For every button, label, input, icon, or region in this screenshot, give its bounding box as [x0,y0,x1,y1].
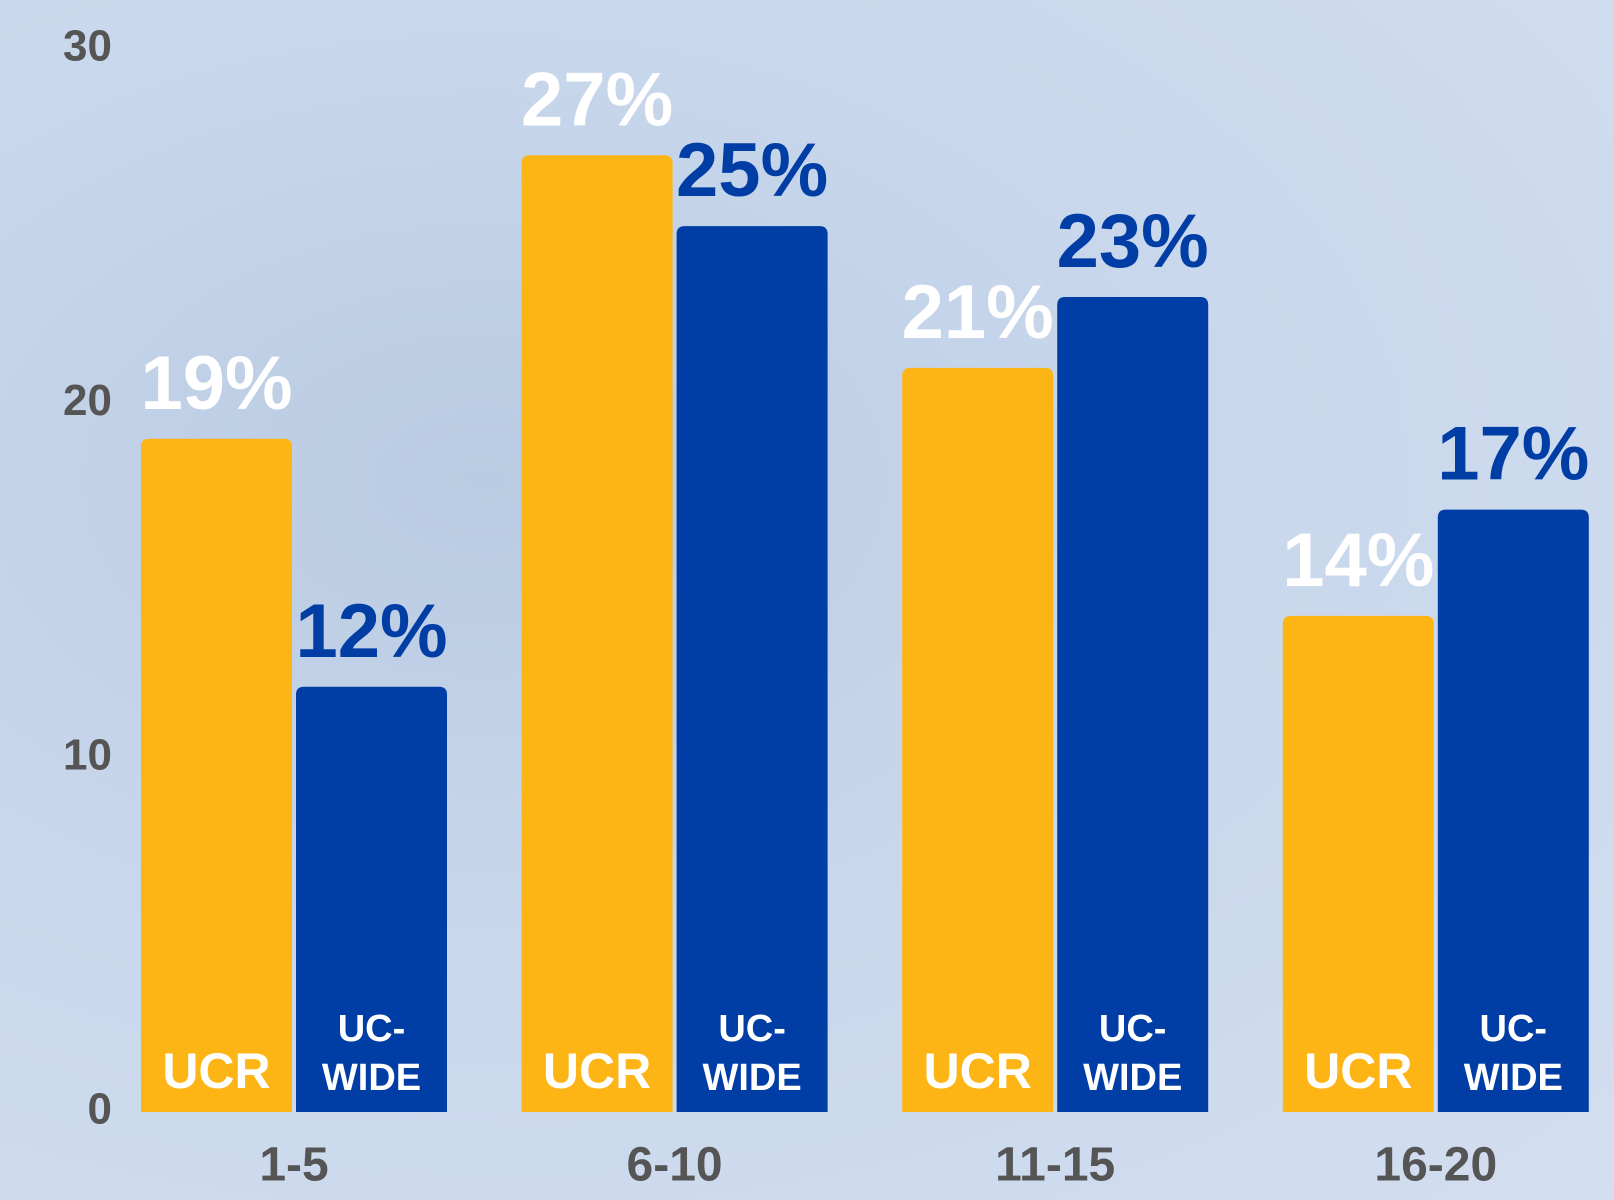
value-label: 27% [521,57,673,142]
series-label: UC-WIDE [321,1008,422,1100]
value-label: 14% [1282,518,1434,603]
series-label: UCR [923,1043,1032,1099]
bar [1057,297,1209,1112]
bar [1282,615,1434,1112]
series-label: UC-WIDE [702,1008,802,1100]
x-tick-label: 6-10 [627,1139,723,1192]
y-tick-label: 20 [63,376,112,425]
x-tick-label: 11-15 [995,1139,1115,1192]
bar [141,438,292,1112]
series-label: UC-WIDE [1463,1008,1563,1100]
bar [902,367,1054,1112]
value-label: 17% [1437,412,1589,497]
value-label: 21% [902,270,1054,355]
y-tick-label: 30 [63,22,112,71]
bar [676,226,828,1112]
bar [1437,509,1589,1113]
x-tick-label: 1-5 [259,1139,328,1192]
series-label: UCR [542,1043,652,1099]
x-tick-label: 16-20 [1374,1139,1497,1192]
series-label: UCR [162,1043,271,1099]
value-label: 12% [295,589,447,674]
bar [521,155,673,1113]
value-label: 19% [140,341,292,426]
series-label: UC-WIDE [1083,1008,1183,1100]
value-label: 25% [676,128,828,213]
series-label: UCR [1304,1043,1413,1099]
y-tick-label: 10 [63,730,112,779]
value-label: 23% [1057,199,1209,284]
y-tick-label: 0 [88,1085,112,1134]
bar [296,686,447,1112]
